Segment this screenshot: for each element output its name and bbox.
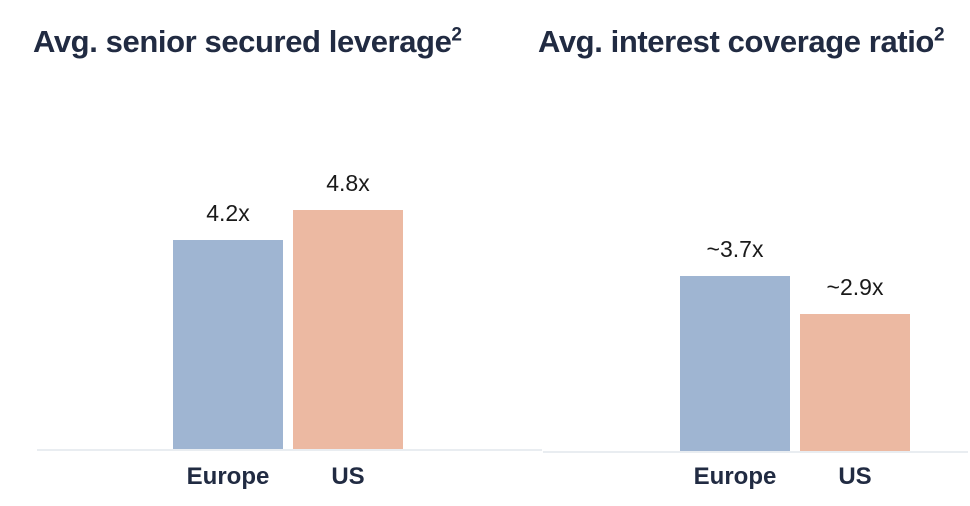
- bar-column-us-leverage: 4.8x: [293, 169, 403, 450]
- value-label-us-coverage: ~2.9x: [826, 273, 884, 300]
- category-label-us-leverage: US: [331, 463, 365, 490]
- bar-europe-coverage: [680, 276, 790, 452]
- x-axis-line-leverage: [37, 449, 542, 451]
- footnote-superscript: 2: [933, 24, 945, 46]
- category-label-us-coverage: US: [838, 463, 872, 490]
- value-label-us-leverage: 4.8x: [326, 169, 370, 196]
- bar-column-europe-leverage: 4.2x: [173, 199, 283, 450]
- bar-column-europe-coverage: ~3.7x: [680, 235, 790, 452]
- chart-title-text: Avg. senior secured leverage: [33, 24, 452, 59]
- bar-us-coverage: [800, 314, 910, 452]
- bar-us-leverage: [293, 210, 403, 450]
- x-axis-line-coverage: [543, 451, 968, 453]
- chart-title-leverage: Avg. senior secured leverage2: [33, 24, 462, 60]
- bar-column-us-coverage: ~2.9x: [800, 273, 910, 452]
- chart-title-coverage: Avg. interest coverage ratio2: [538, 24, 945, 60]
- category-label-europe-coverage: Europe: [693, 463, 777, 490]
- chart-title-text: Avg. interest coverage ratio: [538, 24, 934, 59]
- footnote-superscript: 2: [451, 24, 462, 46]
- value-label-europe-leverage: 4.2x: [206, 199, 250, 226]
- value-label-europe-coverage: ~3.7x: [706, 235, 764, 262]
- category-label-europe-leverage: Europe: [186, 463, 270, 490]
- bar-europe-leverage: [173, 240, 283, 450]
